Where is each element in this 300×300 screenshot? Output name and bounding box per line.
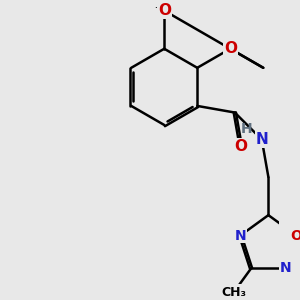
Text: O: O: [234, 139, 247, 154]
Text: N: N: [235, 229, 246, 242]
Text: CH₃: CH₃: [221, 286, 246, 299]
Text: O: O: [224, 41, 237, 56]
Text: O: O: [158, 3, 171, 18]
Text: N: N: [280, 261, 292, 275]
Text: N: N: [255, 132, 268, 147]
Text: O: O: [290, 229, 300, 242]
Text: H: H: [240, 122, 252, 136]
